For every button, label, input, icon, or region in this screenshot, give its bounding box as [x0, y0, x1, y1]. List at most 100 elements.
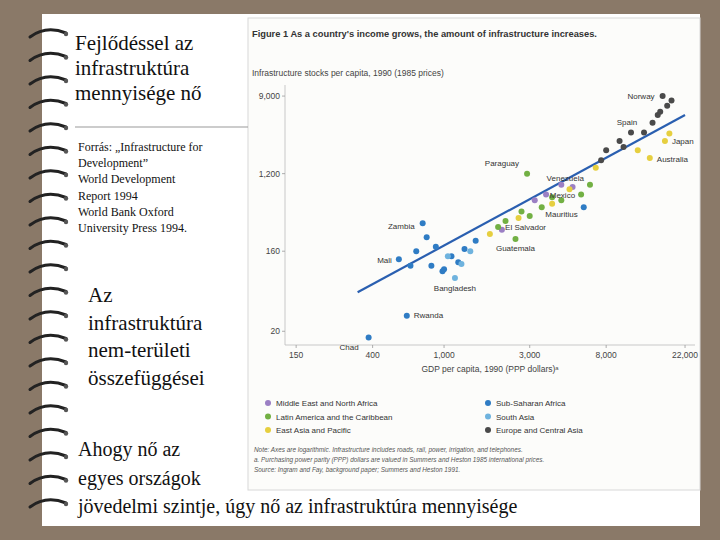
data-point: [664, 103, 670, 109]
country-label: Norway: [627, 92, 654, 101]
ring-hole: [64, 173, 68, 177]
country-label: Japan: [672, 137, 694, 146]
data-point: [452, 275, 458, 281]
slide-subtitle: nem-területi: [88, 338, 191, 362]
data-point: [420, 220, 426, 226]
series-points: [598, 93, 674, 163]
ring-hole: [64, 55, 68, 59]
legend-label: Latin America and the Caribbean: [276, 413, 393, 422]
ring: [30, 453, 66, 460]
data-point: [512, 236, 518, 242]
data-point: [650, 120, 656, 126]
slide-subtitle: Az: [88, 283, 113, 307]
country-label: Venezuela: [547, 174, 585, 183]
ring-hole: [64, 408, 68, 412]
data-point: [647, 155, 653, 161]
y-tick: [282, 331, 285, 332]
ring-hole: [64, 502, 68, 506]
data-point: [527, 213, 533, 219]
y-tick: [282, 173, 285, 174]
data-point: [407, 263, 413, 269]
ring-hole: [64, 384, 68, 388]
data-point: [404, 313, 410, 319]
series-points: [487, 131, 673, 237]
data-point: [617, 138, 623, 144]
series-points: [495, 171, 593, 242]
source-text: Report 1994: [78, 189, 138, 203]
country-label: Paraguay: [485, 159, 519, 168]
country-label: Rwanda: [414, 311, 444, 320]
ring-hole: [64, 243, 68, 247]
ring: [30, 194, 66, 201]
data-point: [539, 204, 545, 210]
plot-area: [358, 93, 685, 340]
data-point: [516, 215, 522, 221]
x-tick: [529, 345, 530, 348]
country-label: Mexico: [550, 191, 576, 200]
data-point: [578, 191, 584, 197]
ring-hole: [64, 267, 68, 271]
binding-rings: [30, 30, 68, 507]
data-point: [641, 129, 647, 135]
x-tick-label: 150: [289, 350, 303, 360]
country-label: Zambia: [388, 222, 415, 231]
chart-title: Figure 1 As a country's income grows, th…: [252, 29, 597, 39]
slide-caption: egyes országok: [78, 467, 201, 490]
ring: [30, 171, 66, 178]
ring-hole: [64, 79, 68, 83]
country-label: Australia: [657, 155, 689, 164]
x-tick: [685, 345, 686, 348]
legend-marker: [265, 427, 271, 433]
legend-label: Europe and Central Asia: [496, 426, 583, 435]
y-tick-label: 1,200: [259, 169, 281, 179]
data-point: [396, 256, 402, 262]
series-points: [366, 204, 587, 340]
source-text: Forrás: „Infrastructure for: [78, 140, 203, 154]
data-point: [549, 201, 555, 207]
x-tick: [372, 345, 373, 348]
y-tick-label: 160: [266, 246, 280, 256]
ring: [30, 429, 66, 436]
ring-hole: [64, 220, 68, 224]
source-text: World Development: [78, 172, 176, 186]
y-axis-line: [285, 85, 286, 345]
legend-label: Middle East and North Africa: [276, 399, 378, 408]
legend-label: East Asia and Pacific: [276, 426, 351, 435]
slide-border: [0, 0, 720, 540]
slide-caption: Ahogy nő az: [78, 438, 180, 461]
ring: [30, 500, 66, 507]
page: { "slide": { "title": ["Fejlődéssel az",…: [0, 0, 720, 540]
y-tick-label: 20: [271, 326, 281, 336]
figure-note: a. Purchasing power parity (PPP) dollars…: [254, 456, 544, 464]
data-point: [462, 246, 468, 252]
slide-caption: jövedelmi szintje, úgy nő az infrastrukt…: [77, 495, 517, 518]
data-point: [495, 224, 501, 230]
trend-line: [358, 115, 685, 292]
data-point: [433, 244, 439, 250]
ring: [30, 359, 66, 366]
country-label: El Salvador: [505, 223, 546, 232]
country-label: Mauritius: [545, 210, 577, 219]
ring-hole: [64, 314, 68, 318]
data-point: [532, 197, 538, 203]
ring-hole: [64, 32, 68, 36]
source-text: Development”: [78, 156, 148, 170]
x-tick-label: 22,000: [672, 350, 698, 360]
ring-hole: [64, 455, 68, 459]
title-rule: [75, 127, 248, 128]
data-point: [593, 165, 599, 171]
ring: [30, 53, 66, 60]
figure-note: Note: Axes are logarithmic. Infrastructu…: [254, 446, 523, 454]
legend-marker: [485, 427, 491, 433]
data-point: [621, 144, 627, 150]
legend-label: Sub-Saharan Africa: [496, 399, 566, 408]
data-point: [467, 248, 473, 254]
ring: [30, 406, 66, 413]
x-tick: [296, 345, 297, 348]
ring: [30, 335, 66, 342]
data-point: [628, 129, 634, 135]
country-label: Chad: [339, 343, 358, 352]
ring: [30, 288, 66, 295]
data-point: [669, 98, 675, 104]
ring: [30, 30, 66, 37]
